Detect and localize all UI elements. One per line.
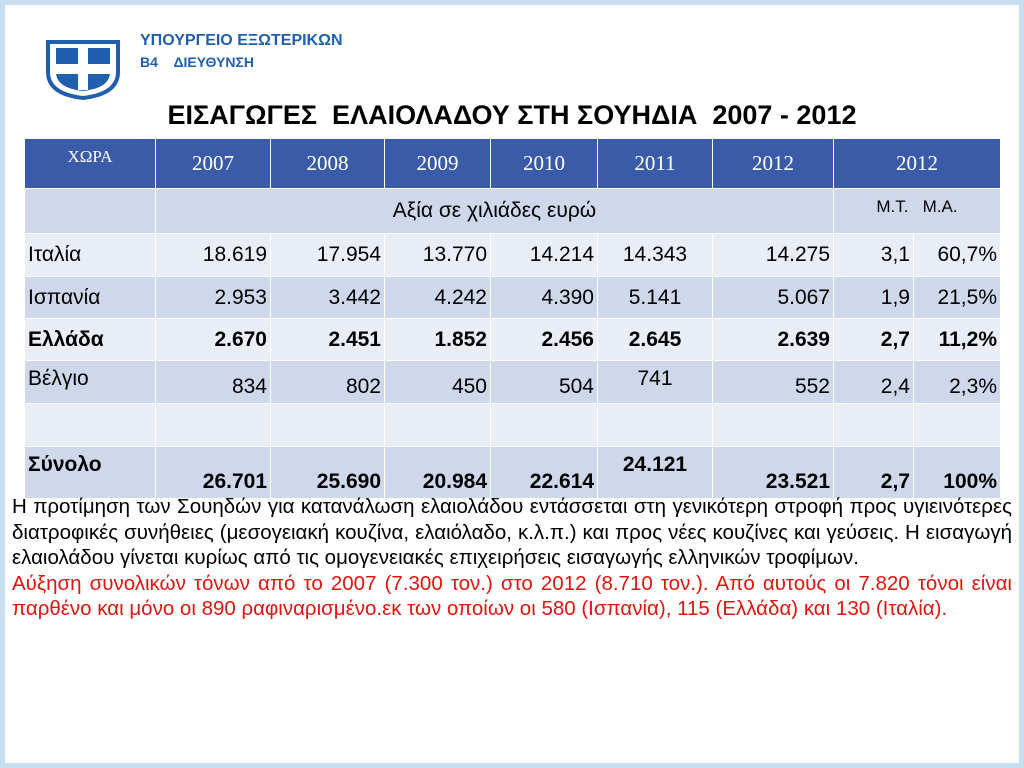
- value-cell: 4.390: [490, 276, 598, 319]
- value-cell: 552: [712, 360, 834, 404]
- data-row: Βέλγιο 834 802 450 504 741 552 2,4 2,3%: [24, 360, 1001, 404]
- subheader-cell: Αξία σε χιλιάδες ευρώ: [155, 188, 834, 234]
- paragraph: Η προτίμηση των Σουηδών για κατανάλωση ε…: [12, 495, 1012, 569]
- body-text: Η προτίμηση των Σουηδών για κατανάλωση ε…: [12, 494, 1012, 622]
- value-cell: 23.521: [712, 446, 834, 499]
- value-cell: 450: [384, 360, 491, 404]
- slide-title: ΕΙΣΑΓΩΓΕΣ ΕΛΑΙΟΛΑΔΟΥ ΣΤΗ ΣΟΥΗΔΙΑ 2007 - …: [167, 100, 857, 130]
- value-cell: 21,5%: [913, 276, 1001, 319]
- value-cell: 22.614: [490, 446, 598, 499]
- value-cell: 2.670: [155, 318, 271, 361]
- emblem: [46, 40, 120, 100]
- department: B4 ΔΙΕΥΘΥΝΣΗ: [140, 54, 255, 70]
- country-cell: Ισπανία: [24, 276, 156, 319]
- value-cell: 2,4: [833, 360, 914, 404]
- cell: [24, 188, 156, 234]
- header-cell: ΧΩΡΑ: [24, 138, 156, 189]
- header-cell: 2010: [490, 138, 598, 189]
- cell: [597, 403, 713, 447]
- header-cell: 2011: [597, 138, 713, 189]
- value-cell: 2.953: [155, 276, 271, 319]
- value-cell: 504: [490, 360, 598, 404]
- cell: [913, 403, 1001, 447]
- header-cell: 2009: [384, 138, 491, 189]
- value-cell: 2,3%: [913, 360, 1001, 404]
- cell: [270, 403, 385, 447]
- subheader-row: Αξία σε χιλιάδες ευρώ Μ.Τ. Μ.Α.: [24, 188, 1001, 234]
- value-cell: 1.852: [384, 318, 491, 361]
- value-cell: 834: [155, 360, 271, 404]
- value-cell: 13.770: [384, 233, 491, 277]
- data-row: Ιταλία 18.619 17.954 13.770 14.214 14.343 14.2…: [24, 233, 1001, 277]
- header-row: ΧΩΡΑ 2007 2008 2009 2010 2011 2012 2012: [24, 138, 1001, 189]
- value-cell: 14.275: [712, 233, 834, 277]
- value-cell: 14.214: [490, 233, 598, 277]
- value-cell: 2.645: [597, 318, 713, 361]
- paragraph: Αύξηση συνολικών τόνων από το 2007 (7.30…: [12, 571, 1012, 621]
- value-cell: 2.639: [712, 318, 834, 361]
- header-cell: 2012: [712, 138, 834, 189]
- value-cell: 741: [597, 360, 713, 404]
- value-cell: 60,7%: [913, 233, 1001, 277]
- value-cell: 2.451: [270, 318, 385, 361]
- value-cell: 14.343: [597, 233, 713, 277]
- value-cell: 2,7: [833, 446, 914, 499]
- value-cell: 3.442: [270, 276, 385, 319]
- ministry: ΥΠΟΥΡΓΕΙΟ ΕΞΩΤΕΡΙΚΩΝ: [140, 32, 343, 49]
- header-cell: 2012: [833, 138, 1001, 189]
- value-cell: 25.690: [270, 446, 385, 499]
- value-cell: 24.121: [597, 446, 713, 499]
- cell: [155, 403, 271, 447]
- value-cell: 4.242: [384, 276, 491, 319]
- cell: [24, 403, 156, 447]
- header-cell: 2007: [155, 138, 271, 189]
- value-cell: 18.619: [155, 233, 271, 277]
- value-cell: 11,2%: [913, 318, 1001, 361]
- value-cell: 20.984: [384, 446, 491, 499]
- country-cell: Ελλάδα: [24, 318, 156, 361]
- country-cell: Βέλγιο: [24, 360, 156, 404]
- data-row: Σύνολο 26.701 25.690 20.984 22.614 24.121 23.5…: [24, 446, 1001, 499]
- subheader-cell: Μ.Τ. Μ.Α.: [833, 188, 1001, 234]
- empty-row: [24, 403, 1001, 447]
- value-cell: 17.954: [270, 233, 385, 277]
- value-cell: 2.456: [490, 318, 598, 361]
- value-cell: 5.141: [597, 276, 713, 319]
- cell: [490, 403, 598, 447]
- country-cell: Ιταλία: [24, 233, 156, 277]
- value-cell: 1,9: [833, 276, 914, 319]
- import-table: ΧΩΡΑ 2007 2008 2009 2010 2011 2012 2012 Αξία σε …: [24, 138, 1001, 499]
- value-cell: 2,7: [833, 318, 914, 361]
- data-row: Ελλάδα 2.670 2.451 1.852 2.456 2.645 2.639 2,7 1…: [24, 318, 1001, 361]
- country-cell: Σύνολο: [24, 446, 156, 499]
- value-cell: 26.701: [155, 446, 271, 499]
- value-cell: 802: [270, 360, 385, 404]
- value-cell: 100%: [913, 446, 1001, 499]
- cell: [833, 403, 914, 447]
- value-cell: 5.067: [712, 276, 834, 319]
- header-cell: 2008: [270, 138, 385, 189]
- value-cell: 3,1: [833, 233, 914, 277]
- cell: [384, 403, 491, 447]
- cell: [712, 403, 834, 447]
- data-row: Ισπανία 2.953 3.442 4.242 4.390 5.141 5.067 1,9…: [24, 276, 1001, 319]
